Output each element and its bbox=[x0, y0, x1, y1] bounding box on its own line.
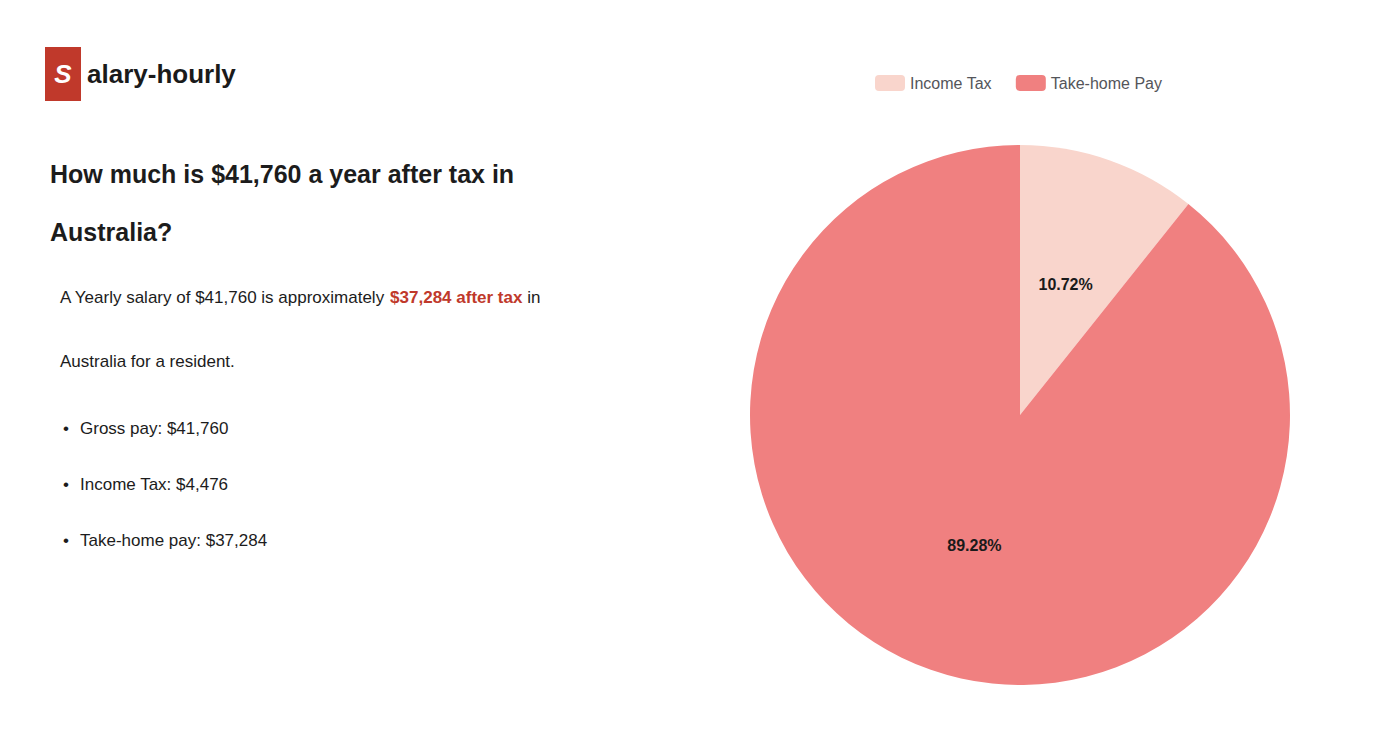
svg-text:Australia for a resident.: Australia for a resident. bbox=[60, 352, 235, 371]
svg-text:alary-hourly: alary-hourly bbox=[87, 59, 236, 89]
svg-text:Income Tax: $4,476: Income Tax: $4,476 bbox=[80, 475, 228, 494]
svg-text:Income Tax: Income Tax bbox=[910, 75, 992, 92]
svg-text:•: • bbox=[63, 475, 69, 494]
svg-text:How much is $41,760 a year aft: How much is $41,760 a year after tax in bbox=[50, 160, 514, 188]
svg-text:A Yearly salary of $41,760 is: A Yearly salary of $41,760 is approximat… bbox=[60, 288, 389, 307]
svg-text:10.72%: 10.72% bbox=[1038, 276, 1092, 293]
svg-text:S: S bbox=[54, 59, 72, 89]
svg-text:Gross pay: $41,760: Gross pay: $41,760 bbox=[80, 419, 228, 438]
svg-text:Take-home Pay: Take-home Pay bbox=[1051, 75, 1162, 92]
svg-text:Australia?: Australia? bbox=[50, 218, 172, 246]
svg-text:in: in bbox=[522, 288, 540, 307]
svg-text:89.28%: 89.28% bbox=[947, 537, 1001, 554]
svg-text:•: • bbox=[63, 419, 69, 438]
svg-text:Take-home pay: $37,284: Take-home pay: $37,284 bbox=[80, 531, 267, 550]
svg-text:$37,284 after tax: $37,284 after tax bbox=[390, 288, 523, 307]
svg-text:•: • bbox=[63, 531, 69, 550]
